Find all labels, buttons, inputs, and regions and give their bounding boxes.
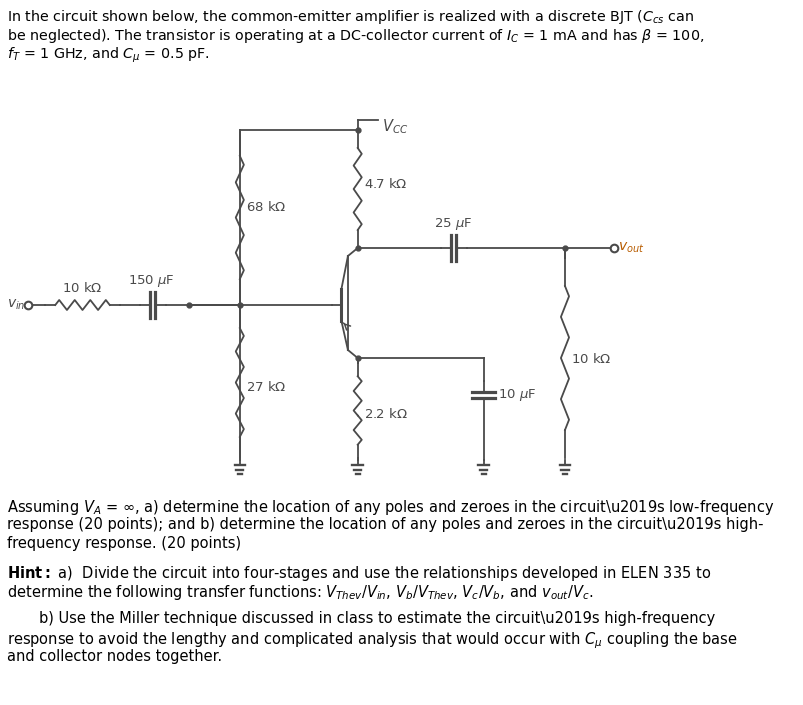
Text: b) Use the Miller technique discussed in class to estimate the circuit\u2019s hi: b) Use the Miller technique discussed in… bbox=[39, 611, 715, 626]
Text: response to avoid the lengthy and complicated analysis that would occur with $C_: response to avoid the lengthy and compli… bbox=[6, 630, 736, 651]
Text: 150 $\mu$F: 150 $\mu$F bbox=[128, 273, 174, 289]
Text: 68 k$\Omega$: 68 k$\Omega$ bbox=[246, 200, 287, 214]
Text: response (20 points); and b) determine the location of any poles and zeroes in t: response (20 points); and b) determine t… bbox=[6, 517, 762, 532]
Text: and collector nodes together.: and collector nodes together. bbox=[6, 649, 222, 664]
Text: 10 $\mu$F: 10 $\mu$F bbox=[497, 387, 535, 403]
Text: 27 k$\Omega$: 27 k$\Omega$ bbox=[246, 380, 287, 394]
Text: 2.2 k$\Omega$: 2.2 k$\Omega$ bbox=[364, 407, 407, 421]
Text: In the circuit shown below, the common-emitter amplifier is realized with a disc: In the circuit shown below, the common-e… bbox=[6, 8, 693, 26]
Text: 25 $\mu$F: 25 $\mu$F bbox=[434, 216, 472, 232]
Text: $V_{CC}$: $V_{CC}$ bbox=[381, 117, 408, 135]
Text: determine the following transfer functions: $V_{Thev}/V_{in}$, $V_b/V_{Thev}$, $: determine the following transfer functio… bbox=[6, 583, 592, 602]
Text: 10 k$\Omega$: 10 k$\Omega$ bbox=[571, 352, 611, 366]
Text: $f_T$ = 1 GHz, and $C_\mu$ = 0.5 pF.: $f_T$ = 1 GHz, and $C_\mu$ = 0.5 pF. bbox=[6, 46, 209, 66]
Text: $v_{out}$: $v_{out}$ bbox=[617, 241, 643, 255]
Text: $\mathbf{Hint:}$ a)  Divide the circuit into four-stages and use the relationshi: $\mathbf{Hint:}$ a) Divide the circuit i… bbox=[6, 564, 710, 583]
Text: be neglected). The transistor is operating at a DC-collector current of $I_C$ = : be neglected). The transistor is operati… bbox=[6, 27, 703, 45]
Text: Assuming $V_A$ = $\infty$, a) determine the location of any poles and zeroes in : Assuming $V_A$ = $\infty$, a) determine … bbox=[6, 498, 772, 517]
Text: 10 k$\Omega$: 10 k$\Omega$ bbox=[62, 281, 102, 295]
Text: frequency response. (20 points): frequency response. (20 points) bbox=[6, 536, 240, 551]
Text: 4.7 k$\Omega$: 4.7 k$\Omega$ bbox=[364, 177, 407, 191]
Text: $v_{in}$: $v_{in}$ bbox=[6, 298, 25, 312]
